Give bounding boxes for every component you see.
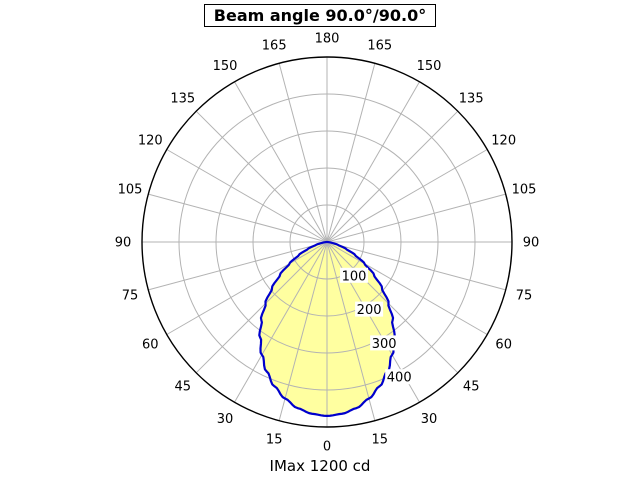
polar-grid-spoke (326, 241, 459, 374)
radial-tick-label-bg (355, 301, 384, 317)
polar-grid-spoke (326, 241, 506, 291)
angle-tick-label: 45 (463, 380, 480, 395)
polar-grid-spoke (166, 149, 328, 243)
polar-grid-spoke (326, 110, 459, 243)
beam-curve (258, 240, 396, 417)
polar-grid-spoke (148, 193, 328, 243)
angle-tick-label: 135 (170, 91, 195, 106)
angle-tick-label: 45 (175, 380, 192, 395)
angle-tick-label: 165 (262, 39, 287, 54)
polar-grid-spoke (326, 193, 506, 243)
imax-caption: IMax 1200 cd (269, 457, 371, 475)
angle-tick-label: 75 (122, 288, 139, 303)
angle-tick-label: 120 (138, 134, 163, 149)
polar-grid-spoke (234, 81, 328, 243)
polar-grid-spoke (278, 241, 328, 421)
angle-tick-label: 120 (491, 134, 516, 149)
angle-tick-label: 60 (495, 338, 512, 353)
polar-grid-spoke (278, 63, 328, 243)
polar-grid-spoke (326, 241, 488, 335)
angle-tick-label: 30 (421, 412, 438, 427)
polar-grid-spoke (166, 241, 328, 335)
angle-tick-label: 150 (213, 59, 238, 74)
polar-grid-ring (178, 93, 476, 391)
polar-grid-spoke (326, 81, 420, 243)
angle-tick-label: 90 (523, 236, 540, 251)
angle-tick-label: 75 (516, 288, 533, 303)
polar-grid-ring (215, 130, 439, 354)
outer-circle (141, 56, 513, 428)
chart-title: Beam angle 90.0°/90.0° (203, 4, 437, 27)
angle-tick-label: 90 (115, 236, 132, 251)
polar-grid-spoke (195, 110, 328, 243)
radial-tick-label-bg (340, 267, 369, 283)
polar-grid-ring (252, 167, 402, 317)
angle-tick-label: 165 (367, 39, 392, 54)
angle-tick-label: 30 (217, 412, 234, 427)
polar-grid-spoke (326, 63, 376, 243)
polar-grid-spoke (326, 241, 376, 421)
angle-tick-label: 150 (417, 59, 442, 74)
chart-title-container: Beam angle 90.0°/90.0° (0, 4, 640, 27)
angle-tick-label: 0 (323, 440, 331, 455)
radial-tick-label-bg (385, 369, 414, 385)
radial-tick-label: 200 (357, 303, 382, 318)
angle-tick-label: 15 (372, 433, 389, 448)
angle-tick-label: 105 (118, 183, 143, 198)
angle-tick-label: 180 (315, 32, 340, 47)
polar-grid-spoke (234, 241, 328, 403)
polar-grid-spoke (326, 149, 488, 243)
angle-tick-label: 135 (459, 91, 484, 106)
radial-tick-label: 400 (387, 371, 412, 386)
radial-tick-label-bg (370, 335, 399, 351)
radial-tick-label: 100 (342, 269, 367, 284)
radial-tick-label: 300 (372, 337, 397, 352)
angle-tick-label: 15 (266, 433, 283, 448)
polar-grid-spoke (148, 241, 328, 291)
polar-grid-ring (289, 204, 365, 280)
angle-tick-label: 105 (512, 183, 537, 198)
polar-grid-spoke (195, 241, 328, 374)
angle-tick-label: 60 (142, 338, 159, 353)
